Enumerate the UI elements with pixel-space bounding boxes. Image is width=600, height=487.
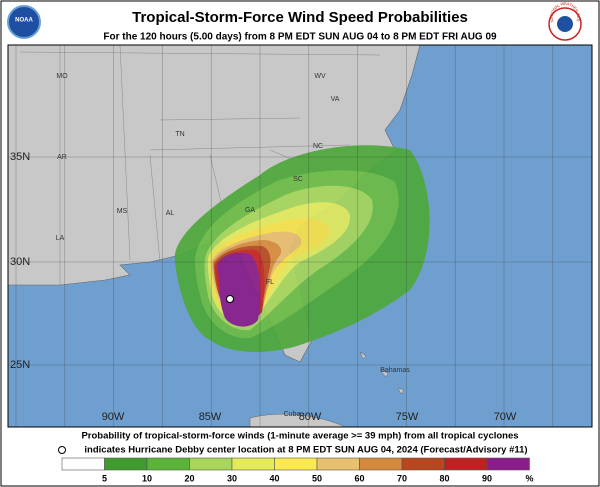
legend-tick: 60	[354, 473, 364, 483]
legend-tick: 40	[269, 473, 279, 483]
state-label: VA	[331, 96, 340, 103]
probability-areas	[174, 145, 430, 352]
noaa-logo-text: NOAA	[15, 18, 33, 24]
legend-swatch	[401, 457, 445, 471]
legend-swatch	[359, 457, 403, 471]
state-label: NC	[313, 143, 323, 150]
legend-tick: 30	[227, 473, 237, 483]
islands	[249, 351, 405, 427]
noaa-logo	[7, 5, 41, 39]
legend-unit: %	[525, 473, 533, 483]
lon-label: 80W	[299, 411, 322, 423]
legend-swatch	[104, 457, 148, 471]
footer-line1: Probability of tropical-storm-force wind…	[81, 431, 518, 442]
lat-label: 30N	[10, 256, 30, 268]
state-label: AR	[57, 154, 67, 161]
legend-tick: 50	[312, 473, 322, 483]
legend-tick: 5	[102, 473, 107, 483]
place-label: Cuba	[284, 411, 301, 418]
lat-label: 35N	[10, 151, 30, 163]
state-label: TN	[175, 131, 184, 138]
lon-label: 90W	[102, 411, 125, 423]
legend-swatch	[146, 457, 190, 471]
state-label: MS	[117, 208, 128, 215]
map-border	[7, 44, 593, 428]
state-label: MO	[56, 73, 68, 80]
storm-center	[226, 295, 234, 303]
title: Tropical-Storm-Force Wind Speed Probabil…	[132, 9, 468, 26]
legend-swatch	[61, 457, 105, 471]
legend-swatch	[189, 457, 233, 471]
state-label: FL	[266, 279, 274, 286]
footer-line2: indicates Hurricane Debby center locatio…	[84, 445, 527, 456]
legend: 5 10 20 30 40 50 60 70 80 90%	[61, 457, 534, 483]
prob-90	[217, 252, 261, 327]
lon-label: 70W	[494, 411, 517, 423]
legend-swatch	[486, 457, 530, 471]
state-label: SC	[293, 176, 303, 183]
lon-label: 85W	[199, 411, 222, 423]
legend-swatch	[444, 457, 488, 471]
legend-tick: 90	[482, 473, 492, 483]
state-label: GA	[245, 207, 255, 214]
map: 35N 30N 25N 90W 85W 80W 75W 70W MO WV VA AR TN NC SC MS…	[8, 45, 592, 427]
legend-swatch	[316, 457, 360, 471]
land	[8, 45, 421, 363]
place-label: Bahamas	[380, 367, 410, 374]
legend-swatch	[231, 457, 275, 471]
state-label: LA	[56, 235, 65, 242]
state-label: WV	[314, 73, 326, 80]
subtitle: For the 120 hours (5.00 days) from 8 PM …	[103, 32, 497, 43]
nws-logo-core	[557, 16, 573, 32]
lon-label: 75W	[396, 411, 419, 423]
footer-marker	[58, 446, 66, 454]
graticule	[8, 45, 592, 427]
legend-tick: 70	[397, 473, 407, 483]
legend-tick: 10	[142, 473, 152, 483]
state-label: AL	[166, 210, 175, 217]
map-labels: 35N 30N 25N 90W 85W 80W 75W 70W MO WV VA AR TN NC SC MS…	[10, 73, 517, 423]
lat-label: 25N	[10, 359, 30, 371]
legend-tick: 80	[439, 473, 449, 483]
legend-swatch	[274, 457, 318, 471]
legend-tick: 20	[184, 473, 194, 483]
